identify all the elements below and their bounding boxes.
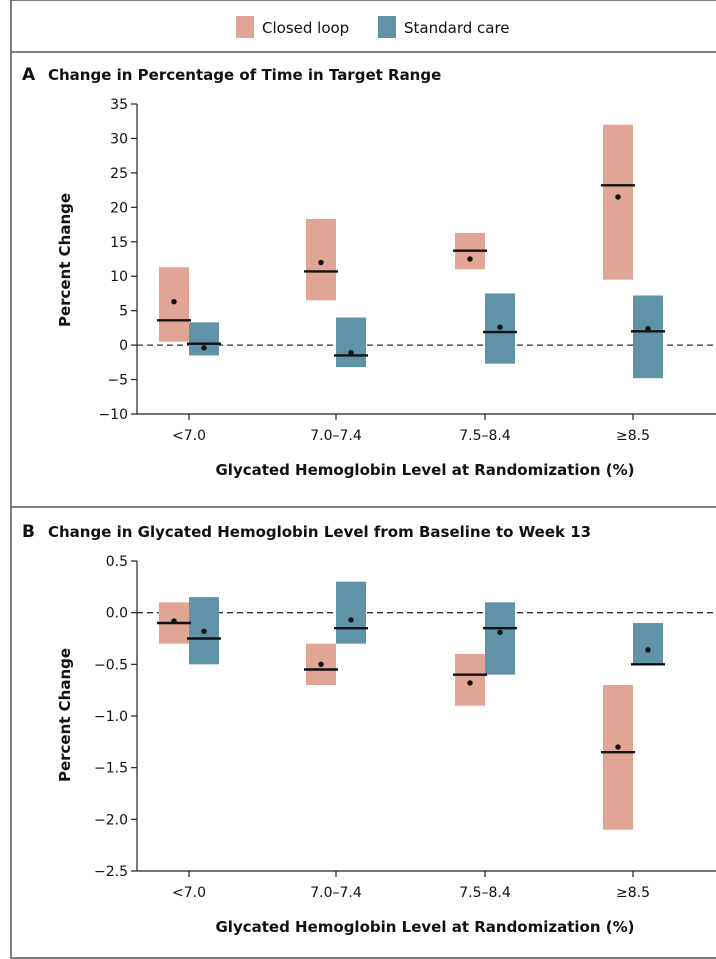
legend-label-standard-care: Standard care: [404, 19, 510, 37]
panel-a-closed-loop-box: [159, 267, 189, 342]
panel-b-category-label: 7.0–7.4: [310, 885, 362, 901]
panel-a-closed-loop-mean-dot: [615, 194, 621, 200]
panel-a-category-label: <7.0: [172, 428, 206, 444]
panel-a-y-tick-label: −5: [107, 373, 128, 389]
panel-a-letter: A: [22, 65, 36, 85]
panel-b-closed-loop-mean-dot: [171, 618, 177, 624]
panel-a-closed-loop-mean-dot: [171, 299, 177, 305]
panel-a-standard-care-box: [336, 317, 366, 368]
panel-b: B Change in Glycated Hemoglobin Level fr…: [22, 522, 716, 936]
panel-b-y-tick-label: −0.5: [94, 657, 128, 673]
panel-b-y-tick-label: −2.5: [94, 864, 128, 880]
panel-a-standard-care-box: [633, 295, 663, 379]
panel-b-standard-care-box: [633, 623, 663, 665]
panel-a-plot-area: 35 30 25 20 15 10 5 0 −5 −10 <7.0 7.0–7.4 7.5–8.4 ≥8.…: [98, 97, 716, 444]
panel-a-closed-loop-box: [603, 124, 633, 280]
panel-b-standard-care-box: [485, 602, 515, 675]
panel-b-plot-area: 0.5 0.0 −0.5 −1.0 −1.5 −2.0 −2.5 <7.0 7.0–7.4 7.5…: [94, 554, 716, 901]
panel-b-closed-loop-mean-dot: [615, 744, 621, 750]
panel-a-title: Change in Percentage of Time in Target R…: [48, 66, 441, 84]
legend: Closed loop Standard care: [236, 16, 510, 38]
panel-b-closed-loop-box: [603, 685, 633, 830]
panel-a-y-tick-label: 5: [119, 304, 128, 320]
panel-b-standard-care-box: [336, 581, 366, 644]
panel-b-y-tick-label: 0.5: [106, 554, 128, 570]
panel-a-category-label: 7.0–7.4: [310, 428, 362, 444]
panel-a-y-tick-label: 15: [110, 235, 128, 251]
panel-a-y-tick-label: 0: [119, 338, 128, 354]
panel-b-closed-loop-box: [455, 654, 485, 706]
panel-b-y-tick-label: −1.0: [94, 709, 128, 725]
panel-a-y-tick-label: 10: [110, 269, 128, 285]
panel-b-y-axis-title: Percent Change: [56, 648, 74, 782]
panel-a-closed-loop-box: [306, 219, 336, 301]
panel-a-standard-care-mean-dot: [201, 345, 207, 351]
panel-b-category-label: 7.5–8.4: [459, 885, 511, 901]
panel-a-category-label: 7.5–8.4: [459, 428, 511, 444]
panel-b-letter: B: [22, 522, 35, 542]
panel-a-y-tick-label: −10: [98, 407, 128, 423]
panel-a-y-axis-title: Percent Change: [56, 193, 74, 327]
panel-b-closed-loop-mean-dot: [318, 661, 324, 668]
panel-a-standard-care-mean-dot: [348, 349, 354, 356]
panel-a-y-tick-label: 20: [110, 200, 128, 216]
panel-a-y-tick-label: 25: [110, 166, 128, 182]
panel-b-category-label: <7.0: [172, 885, 206, 901]
legend-label-closed-loop: Closed loop: [262, 19, 349, 37]
panel-b-category-label: ≥8.5: [616, 885, 650, 901]
panel-b-y-tick-label: −1.5: [94, 761, 128, 777]
panel-a-standard-care-mean-dot: [645, 325, 651, 332]
panel-b-standard-care-mean-dot: [348, 617, 354, 623]
panel-b-closed-loop-mean-dot: [467, 680, 473, 686]
panel-a-closed-loop-mean-dot: [467, 256, 473, 262]
figure-frame: [10, 0, 716, 959]
panel-a-closed-loop-mean-dot: [318, 259, 324, 266]
legend-swatch-standard-care: [378, 16, 396, 38]
panel-b-x-axis-title: Glycated Hemoglobin Level at Randomizati…: [215, 918, 634, 936]
panel-b-standard-care-mean-dot: [201, 628, 207, 634]
panel-a: A Change in Percentage of Time in Target…: [22, 65, 716, 479]
panel-a-y-tick-label: 35: [110, 97, 128, 113]
panel-a-standard-care-mean-dot: [497, 324, 503, 330]
panel-b-title: Change in Glycated Hemoglobin Level from…: [48, 523, 591, 541]
panel-a-category-label: ≥8.5: [616, 428, 650, 444]
panel-b-y-tick-label: 0.0: [106, 606, 128, 622]
panel-b-standard-care-mean-dot: [645, 647, 651, 653]
panel-a-y-tick-label: 30: [110, 131, 128, 147]
panel-b-y-tick-label: −2.0: [94, 812, 128, 828]
panel-b-standard-care-mean-dot: [497, 629, 503, 635]
legend-swatch-closed-loop: [236, 16, 254, 38]
panel-a-x-axis-title: Glycated Hemoglobin Level at Randomizati…: [215, 461, 634, 479]
